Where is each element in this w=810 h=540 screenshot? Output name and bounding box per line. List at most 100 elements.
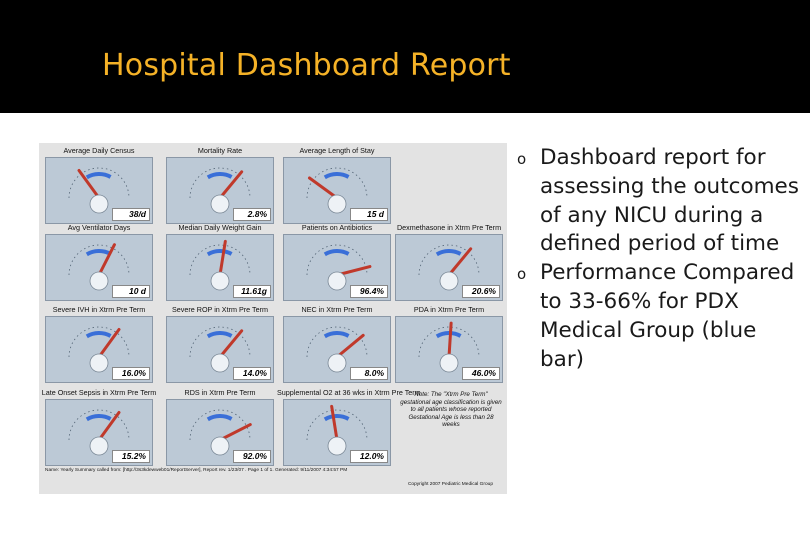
gauge-scale bbox=[68, 167, 130, 199]
gauge-graphic bbox=[189, 239, 251, 291]
gauge-hub bbox=[89, 353, 109, 373]
gauge-title: Avg Ventilator Days bbox=[67, 223, 131, 232]
gauge-needle bbox=[97, 243, 116, 277]
bullet-text: Dashboard report for assessing the outco… bbox=[540, 145, 799, 257]
gauge-card: RDS in Xtrm Pre Term 92.0% bbox=[166, 388, 274, 466]
gauge-dial: 14.0% bbox=[166, 316, 274, 383]
slide-title: Hospital Dashboard Report bbox=[102, 48, 511, 83]
gauge-graphic bbox=[68, 167, 130, 214]
gauge-title: Average Length of Stay bbox=[299, 146, 375, 155]
gauge-blue-bar bbox=[323, 414, 350, 422]
gauge-needle bbox=[335, 333, 365, 359]
gauge-needle bbox=[218, 329, 244, 359]
gauge-needle bbox=[218, 423, 252, 442]
bullet-marker: o bbox=[517, 265, 527, 284]
gauge-value: 20.6% bbox=[462, 285, 500, 298]
gauge-card: Severe IVH in Xtrm Pre Term 16.0% bbox=[45, 305, 153, 383]
gauge-blue-bar bbox=[323, 249, 350, 257]
gauge-graphic bbox=[68, 243, 130, 291]
gauge-value: 12.0% bbox=[350, 450, 388, 463]
gauge-blue-bar bbox=[206, 172, 233, 180]
gauge-value: 11.61g bbox=[233, 285, 271, 298]
gauge-hub bbox=[439, 353, 459, 373]
gauge-graphic bbox=[189, 326, 251, 373]
gauge-title: Severe ROP in Xtrm Pre Term bbox=[172, 305, 268, 314]
gauge-title: Late Onset Sepsis in Xtrm Pre Term bbox=[41, 388, 157, 397]
bullet-text: Performance Compared to 33-66% for PDX M… bbox=[540, 260, 795, 372]
gauge-graphic bbox=[189, 167, 251, 214]
gauge-needle bbox=[447, 321, 453, 359]
gauge-needle bbox=[330, 404, 339, 442]
gauge-blue-bar bbox=[323, 172, 350, 180]
gauge-scale bbox=[306, 167, 368, 199]
gauge-title: NEC in Xtrm Pre Term bbox=[301, 305, 373, 314]
gauge-hub bbox=[89, 271, 109, 291]
gauge-blue-bar bbox=[435, 331, 462, 339]
gauge-hub bbox=[210, 271, 230, 291]
gauge-graphic bbox=[189, 409, 252, 456]
gauge-needle bbox=[218, 170, 244, 200]
gauge-card: Mortality Rate 2.8% bbox=[166, 146, 274, 224]
gauge-hub bbox=[327, 194, 347, 214]
gauge-blue-bar bbox=[206, 249, 233, 257]
gauge-dial: 15 d bbox=[283, 157, 391, 224]
gauge-hub bbox=[210, 194, 230, 214]
gauge-scale bbox=[68, 244, 130, 276]
gauge-blue-bar bbox=[206, 331, 233, 339]
gauge-card: Dexmethasone in Xtrm Pre Term 20.6% bbox=[395, 223, 503, 301]
gauge-scale bbox=[306, 244, 368, 276]
gauge-scale bbox=[189, 244, 251, 276]
gauge-value: 38/d bbox=[112, 208, 150, 221]
gauge-title: Average Daily Census bbox=[63, 146, 135, 155]
gauge-scale bbox=[68, 326, 130, 358]
gauge-dial: 12.0% bbox=[283, 399, 391, 466]
gauge-graphic bbox=[306, 167, 368, 214]
gauge-title: Dexmethasone in Xtrm Pre Term bbox=[396, 223, 502, 232]
gauge-value: 46.0% bbox=[462, 367, 500, 380]
gauge-scale bbox=[306, 409, 368, 441]
gauge-value: 15.2% bbox=[112, 450, 150, 463]
gauge-dial: 20.6% bbox=[395, 234, 503, 301]
gauge-title: Median Daily Weight Gain bbox=[178, 223, 262, 232]
gauge-title: PDA in Xtrm Pre Term bbox=[413, 305, 485, 314]
gauge-blue-bar bbox=[85, 414, 112, 422]
gauge-value: 14.0% bbox=[233, 367, 271, 380]
gauge-card: Average Daily Census 38/d bbox=[45, 146, 153, 224]
gauge-graphic bbox=[418, 244, 480, 291]
gauge-card: Avg Ventilator Days 10 d bbox=[45, 223, 153, 301]
gauge-scale bbox=[306, 326, 368, 358]
gauge-title: Supplemental O2 at 36 wks in Xtrm Pre Te… bbox=[277, 388, 421, 397]
gauge-graphic bbox=[68, 409, 130, 456]
dashboard-image: Note: The "Xtrm Pre Term" gestational ag… bbox=[39, 143, 507, 494]
gauge-blue-bar bbox=[85, 331, 112, 339]
gauge-blue-bar bbox=[206, 414, 233, 422]
gauge-dial: 16.0% bbox=[45, 316, 153, 383]
dashboard-footer-name: Name: Yearly Summary called from: [http:… bbox=[45, 468, 348, 473]
gauge-needle bbox=[97, 327, 121, 359]
gauge-hub bbox=[327, 353, 347, 373]
bullet-item: o Performance Compared to 33-66% for PDX … bbox=[512, 259, 802, 374]
gauge-dial: 10 d bbox=[45, 234, 153, 301]
gauge-value: 2.8% bbox=[233, 208, 271, 221]
gauge-value: 92.0% bbox=[233, 450, 271, 463]
gauge-title: Patients on Antibiotics bbox=[301, 223, 373, 232]
gauge-hub bbox=[327, 271, 347, 291]
gauge-blue-bar bbox=[85, 172, 112, 180]
gauge-scale bbox=[68, 409, 130, 441]
gauge-blue-bar bbox=[435, 249, 462, 257]
gauge-scale bbox=[418, 326, 480, 358]
title-bar: Hospital Dashboard Report bbox=[0, 0, 810, 113]
gauge-graphic bbox=[306, 244, 372, 291]
gauge-graphic bbox=[306, 326, 368, 373]
gauge-dial: 92.0% bbox=[166, 399, 274, 466]
gauge-dial: 38/d bbox=[45, 157, 153, 224]
gauge-scale bbox=[189, 326, 251, 358]
gauge-graphic bbox=[418, 321, 480, 373]
gauge-blue-bar bbox=[323, 331, 350, 339]
gauge-needle bbox=[307, 176, 339, 200]
gauge-hub bbox=[439, 271, 459, 291]
bullet-marker: o bbox=[517, 150, 527, 168]
gauge-needle bbox=[97, 410, 121, 442]
gauge-title: RDS in Xtrm Pre Term bbox=[184, 388, 256, 397]
dashboard-copyright: Copyright 2007 Pediatric Medical Group bbox=[407, 482, 493, 487]
